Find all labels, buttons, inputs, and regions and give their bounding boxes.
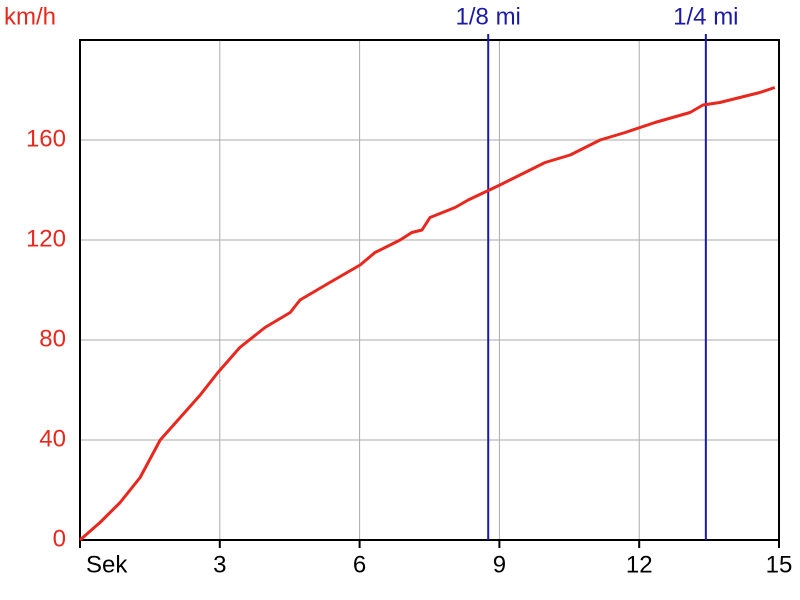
x-tick-label: 12 — [626, 551, 653, 578]
y-axis-label: km/h — [4, 3, 56, 30]
x-tick-label: 15 — [766, 551, 793, 578]
y-tick-label: 160 — [26, 125, 66, 152]
distance-marker-label: 1/8 mi — [456, 3, 521, 30]
y-tick-label: 120 — [26, 225, 66, 252]
speed-line — [79, 86, 776, 542]
distance-marker-label: 1/4 mi — [673, 3, 738, 30]
y-tick-label: 0 — [53, 525, 66, 552]
x-tick-label: Sek — [86, 551, 128, 578]
plot-frame — [79, 39, 780, 541]
x-tick-label: 9 — [493, 551, 506, 578]
x-tick-label: 3 — [213, 551, 226, 578]
x-tick-label: 6 — [353, 551, 366, 578]
y-tick-label: 40 — [39, 425, 66, 452]
y-tick-label: 80 — [39, 325, 66, 352]
